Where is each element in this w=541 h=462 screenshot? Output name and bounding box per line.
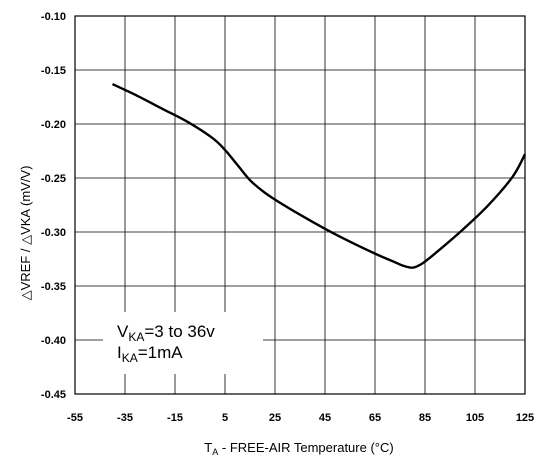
x-tick-label: 125: [516, 412, 534, 424]
annotation-rest: =3 to 36v: [144, 322, 215, 341]
x-axis-label-rest: - FREE-AIR Temperature (°C): [218, 440, 393, 455]
x-axis-label-main: T: [204, 440, 212, 455]
y-tick-label: -0.20: [41, 119, 66, 131]
series-line: [111, 82, 527, 269]
annotation-main: V: [117, 322, 129, 341]
x-tick-label: 25: [269, 412, 281, 424]
plot-frame: [74, 15, 526, 395]
y-axis-label: △VREF / △VKA (mV/V): [18, 166, 33, 301]
x-tick-label: 105: [466, 412, 484, 424]
x-tick-label: 45: [319, 412, 331, 424]
annotation-main: I: [117, 343, 122, 362]
annotation-line: VKA=3 to 36v: [117, 322, 215, 344]
x-axis-label: TA - FREE-AIR Temperature (°C): [204, 440, 393, 457]
annotation-rest: =1mA: [138, 343, 184, 362]
x-tick-label: -35: [117, 412, 133, 424]
y-tick-label: -0.45: [41, 389, 66, 401]
x-axis-ticks: -55 -35 -15 5 25 45 65 85 105 125: [67, 412, 534, 424]
y-tick-label: -0.35: [41, 281, 66, 293]
series-layer: [111, 82, 527, 269]
y-tick-label: -0.15: [41, 65, 66, 77]
y-tick-label: -0.25: [41, 173, 66, 185]
annotation-background: [103, 312, 263, 374]
annotation-line: IKA=1mA: [117, 343, 183, 365]
x-tick-label: 5: [222, 412, 228, 424]
x-tick-label: -15: [167, 412, 183, 424]
x-axis-label-subscript: A: [212, 447, 218, 457]
x-tick-label: -55: [67, 412, 83, 424]
annotation-subscript: KA: [122, 351, 138, 365]
y-tick-label: -0.30: [41, 227, 66, 239]
annotation-subscript: KA: [128, 330, 144, 344]
x-tick-label: 85: [419, 412, 431, 424]
y-axis-ticks: -0.10 -0.15 -0.20 -0.25 -0.30 -0.35 -0.40 -0.45: [41, 11, 66, 401]
y-tick-label: -0.10: [41, 11, 66, 23]
y-tick-label: -0.40: [41, 335, 66, 347]
x-tick-label: 65: [369, 412, 381, 424]
